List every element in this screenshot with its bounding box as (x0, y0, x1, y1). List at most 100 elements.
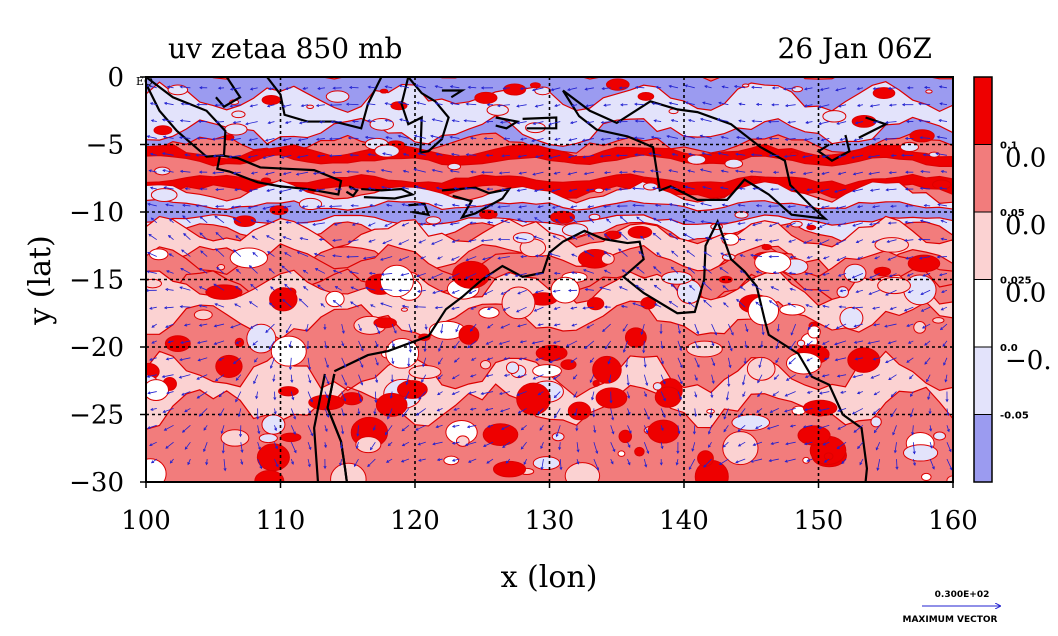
y-tick-label: −20 (69, 333, 124, 363)
x-tick-label: 100 (121, 506, 171, 536)
wind-vector (330, 105, 342, 106)
field-cell (618, 451, 625, 456)
field-cell (596, 388, 627, 408)
field-cell (426, 217, 441, 224)
field-cell (380, 89, 388, 93)
colorbar-side-label: 0.0 (1005, 211, 1046, 241)
field-cell (262, 415, 285, 434)
x-axis-label: x (lon) (501, 560, 598, 595)
field-cell (480, 361, 490, 369)
wind-vector (330, 155, 342, 156)
field-cell (506, 362, 518, 374)
field-cell (568, 402, 590, 420)
field-cell (144, 380, 169, 401)
field-cell (386, 338, 419, 368)
wind-vector (330, 138, 342, 139)
field-cell (655, 387, 681, 407)
field-cell (401, 308, 407, 311)
field-cell (662, 272, 692, 285)
field-cell (261, 178, 270, 183)
field-cell (792, 87, 802, 92)
colorbar-side-label: 0.0 (1005, 279, 1046, 309)
colorbar-swatch (974, 145, 992, 213)
field-cell (780, 304, 805, 315)
field-cell (762, 245, 772, 250)
y-tick-label: −30 (69, 468, 124, 498)
field-cell (552, 433, 564, 441)
x-tick-label: 130 (525, 506, 575, 536)
field-cell (595, 188, 604, 192)
chart-time-label: 26 Jan 06Z (778, 32, 932, 65)
colorbar-side-label: −0. (1005, 346, 1052, 376)
field-cell (380, 265, 413, 296)
field-cell (648, 420, 679, 443)
field-cell (309, 395, 344, 410)
field-cell (281, 433, 301, 441)
field-cell (154, 126, 172, 135)
field-cell (635, 447, 644, 456)
field-cell (533, 457, 559, 470)
vector-legend-caption: MAXIMUM VECTOR (902, 615, 997, 625)
y-axis-ticks: 0−5−10−15−20−25−30 (69, 63, 146, 498)
field-cell (487, 105, 508, 116)
field-cell (725, 159, 743, 168)
field-cell (807, 225, 816, 230)
wind-vector (331, 122, 341, 123)
field-cell (852, 115, 876, 127)
colorbar-side-label: 0.0 (1005, 144, 1046, 174)
field-cell (271, 336, 306, 366)
field-cell (561, 360, 576, 370)
field-cell (444, 456, 459, 465)
field-cell (331, 463, 367, 495)
field-cell (151, 189, 177, 202)
y-tick-label: −10 (69, 198, 124, 228)
field-cell (593, 356, 622, 383)
field-cell (904, 445, 938, 461)
field-cell (326, 91, 349, 102)
field-cell (687, 341, 723, 357)
x-tick-label: 150 (794, 506, 844, 536)
field-cell (910, 130, 934, 142)
x-tick-label: 110 (256, 506, 306, 536)
field-cell (453, 261, 490, 288)
field-cell (933, 318, 944, 323)
field-cell (530, 83, 540, 88)
field-cell (517, 383, 551, 415)
wind-vector (330, 206, 342, 207)
colorbar-swatch (974, 212, 992, 280)
field-cell (225, 124, 247, 135)
vector-legend: 0.300E+02 MAXIMUM VECTOR (902, 590, 1000, 625)
field-cell (644, 183, 658, 190)
x-tick-label: 160 (928, 506, 978, 536)
field-cell (593, 380, 599, 386)
field-cell (750, 176, 760, 181)
vector-legend-value: 0.300E+02 (935, 590, 990, 600)
x-tick-label: 140 (659, 506, 709, 536)
y-tick-label: −5 (86, 131, 124, 161)
field-cell (607, 79, 630, 90)
field-cell (221, 430, 249, 446)
field-cell (875, 238, 909, 253)
field-cell (259, 434, 277, 443)
field-cell (798, 426, 830, 445)
field-cell (687, 155, 706, 164)
field-cell (232, 111, 245, 118)
field-cell (168, 85, 188, 95)
field-cell (873, 88, 895, 99)
field-cell (922, 473, 932, 480)
x-tick-label: 120 (390, 506, 440, 536)
field-cell (565, 463, 599, 489)
field-cell (797, 340, 804, 346)
field-cell (698, 451, 714, 467)
colorbar-swatch (974, 280, 992, 348)
field-cell (638, 93, 654, 101)
field-cell (255, 470, 284, 491)
field-cell (165, 336, 190, 352)
field-cell (743, 84, 749, 87)
field-cell (279, 387, 299, 396)
field-cell (493, 461, 525, 477)
x-axis-ticks: 100 110 120 130 140 150 160 (121, 482, 978, 536)
field-cell (375, 145, 400, 157)
